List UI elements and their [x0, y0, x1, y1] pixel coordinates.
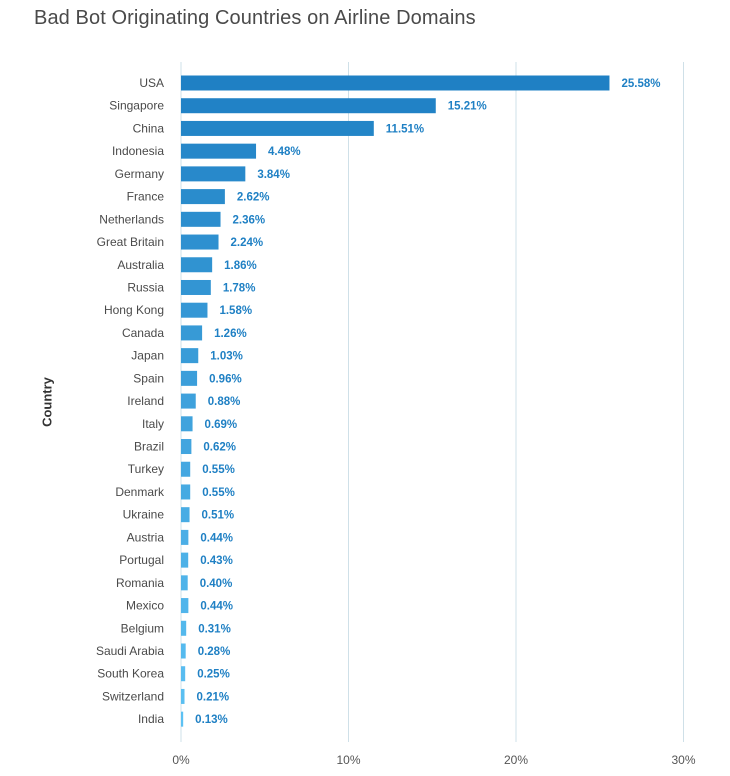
bar-26: [181, 666, 186, 682]
bar-8: [181, 257, 213, 273]
bar-6: [181, 211, 221, 227]
bar-17: [181, 461, 191, 477]
value-label: 0.44%: [200, 601, 233, 613]
category-label: Japan: [131, 349, 164, 363]
category-label: Portugal: [119, 553, 164, 567]
category-label: USA: [139, 76, 164, 90]
x-tick-label: 10%: [336, 753, 360, 767]
value-label: 3.84%: [257, 169, 290, 181]
bar-11: [181, 325, 203, 341]
bar-28: [181, 711, 184, 727]
value-label: 0.88%: [208, 396, 241, 408]
value-label: 0.44%: [200, 532, 233, 544]
value-label: 0.69%: [205, 419, 238, 431]
bar-13: [181, 370, 198, 386]
bar-14: [181, 393, 196, 409]
bar-7: [181, 234, 219, 250]
value-label: 0.51%: [202, 510, 235, 522]
category-label: Spain: [133, 371, 164, 385]
bar-16: [181, 439, 192, 455]
bar-23: [181, 598, 189, 614]
category-label: Mexico: [126, 599, 164, 613]
category-label: Turkey: [128, 462, 164, 476]
bar-15: [181, 416, 193, 432]
category-label: Hong Kong: [104, 303, 164, 317]
value-label: 0.55%: [202, 464, 235, 476]
value-label: 1.03%: [210, 351, 243, 363]
value-label: 1.26%: [214, 328, 247, 340]
category-label: Indonesia: [112, 144, 164, 158]
category-label: Saudi Arabia: [96, 644, 164, 658]
category-label: Singapore: [109, 99, 164, 113]
value-label: 0.43%: [200, 555, 233, 567]
bar-2: [181, 120, 374, 136]
category-label: Belgium: [121, 621, 164, 635]
value-label: 0.13%: [195, 714, 228, 726]
bar-18: [181, 484, 191, 500]
bars: [181, 75, 610, 727]
bar-25: [181, 643, 186, 659]
value-label: 11.51%: [386, 123, 424, 135]
bar-24: [181, 620, 187, 636]
x-tick-label: 30%: [671, 753, 695, 767]
bar-4: [181, 166, 246, 182]
category-label: India: [138, 712, 164, 726]
category-label: Ireland: [127, 394, 164, 408]
category-label: Russia: [127, 280, 164, 294]
category-label: France: [127, 190, 165, 204]
value-label: 1.58%: [219, 305, 252, 317]
category-label: Canada: [122, 326, 164, 340]
bar-5: [181, 189, 225, 205]
x-tick-label: 20%: [504, 753, 528, 767]
value-label: 1.86%: [224, 260, 257, 272]
value-label: 0.40%: [200, 578, 233, 590]
value-label: 0.31%: [198, 623, 231, 635]
category-label: Netherlands: [99, 212, 164, 226]
category-label: Ukraine: [123, 508, 165, 522]
category-label: Australia: [117, 258, 164, 272]
value-label: 2.36%: [233, 214, 266, 226]
value-label: 0.55%: [202, 487, 235, 499]
bar-3: [181, 143, 257, 159]
category-label: Romania: [116, 576, 164, 590]
bar-1: [181, 98, 436, 114]
labels: 0% 10% 20% 30% USA 25.58% Singapore 15.21% China…: [96, 76, 696, 767]
category-label: China: [133, 121, 165, 135]
bar-12: [181, 348, 199, 364]
value-label: 0.28%: [198, 646, 231, 658]
category-label: Italy: [142, 417, 164, 431]
bar-19: [181, 507, 190, 523]
bar-0: [181, 75, 610, 91]
category-label: Austria: [127, 530, 165, 544]
value-label: 25.58%: [621, 78, 660, 90]
bar-10: [181, 302, 208, 318]
bar-9: [181, 279, 211, 295]
value-label: 1.78%: [223, 282, 256, 294]
x-tick-label: 0%: [172, 753, 190, 767]
value-label: 15.21%: [448, 101, 487, 113]
value-label: 2.24%: [231, 237, 264, 249]
category-label: Great Britain: [97, 235, 164, 249]
bar-27: [181, 688, 185, 704]
category-label: Denmark: [115, 485, 165, 499]
bar-22: [181, 575, 188, 591]
value-label: 0.25%: [197, 669, 230, 681]
category-label: Switzerland: [102, 689, 164, 703]
gridlines: [180, 62, 684, 742]
value-label: 0.96%: [209, 373, 242, 385]
bar-20: [181, 529, 189, 545]
value-label: 0.62%: [203, 442, 236, 454]
value-label: 2.62%: [237, 192, 270, 204]
category-label: Brazil: [134, 440, 164, 454]
value-label: 0.21%: [197, 691, 230, 703]
chart-title: Bad Bot Originating Countries on Airline…: [34, 7, 476, 29]
category-label: Germany: [115, 167, 164, 181]
bar-21: [181, 552, 189, 568]
category-label: South Korea: [97, 667, 164, 681]
value-label: 4.48%: [268, 146, 301, 158]
